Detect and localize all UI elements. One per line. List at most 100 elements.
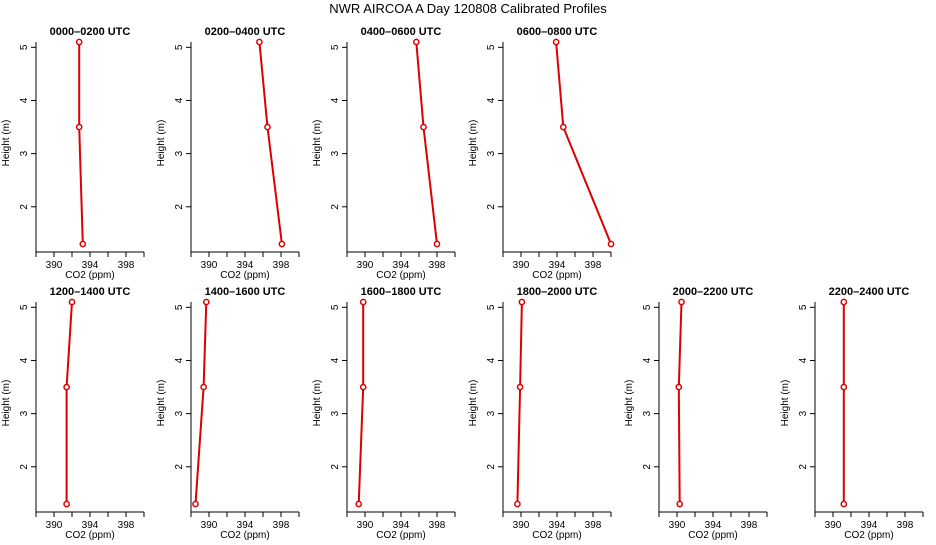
panel-8-y-tick-label-2: 2 <box>486 464 497 470</box>
panel-6-point-3 <box>202 298 210 306</box>
panel-6-x-tick-label-390: 390 <box>201 520 218 531</box>
panel-3-x-tick-label-398: 398 <box>429 260 446 271</box>
panel-9-y-tick-label-4: 4 <box>642 357 653 363</box>
panel-3-x-axis-label: CO2 (ppm) <box>376 270 425 281</box>
panel-2-title: 0200–0400 UTC <box>205 26 286 38</box>
panel-5-x-tick-label-394: 394 <box>82 520 99 531</box>
panel-2-point-3 <box>256 38 263 46</box>
panel-1-x-axis-label: CO2 (ppm) <box>65 270 114 281</box>
panel-2-point-2 <box>264 123 271 131</box>
panel-9-point-1 <box>676 500 684 508</box>
panel-6-point-2 <box>200 383 207 391</box>
panel-10-point-2 <box>840 383 848 391</box>
panel-9-point-2 <box>675 383 683 391</box>
panel-3-y-tick-label-3: 3 <box>330 150 341 156</box>
panel-10-y-tick-label-4: 4 <box>798 357 809 363</box>
panel-8-x-tick-label-398: 398 <box>585 520 602 531</box>
panel-6-x-tick-label-394: 394 <box>237 520 254 531</box>
panel-1-x-tick-label-390: 390 <box>46 260 63 271</box>
panel-2-x-axis-label: CO2 (ppm) <box>220 270 269 281</box>
panel-10-y-axis-label: Height (m) <box>780 380 791 427</box>
panel-5-y-axis-label: Height (m) <box>1 380 12 427</box>
panel-7-x-tick-label-398: 398 <box>429 520 446 531</box>
panel-7-series-line <box>357 302 365 505</box>
panel-2-y-tick-label-3: 3 <box>174 150 185 156</box>
panel-4-y-axis-label: Height (m) <box>468 120 479 167</box>
panel-1-y-tick-label-2: 2 <box>19 204 30 210</box>
panel-8-point-3 <box>518 298 526 306</box>
panel-7-y-tick-label-4: 4 <box>330 357 341 363</box>
panel-6-y-tick-label-4: 4 <box>174 357 185 363</box>
panel-4-title: 0600–0800 UTC <box>517 26 598 38</box>
panel-5-x-axis-label: CO2 (ppm) <box>65 530 114 540</box>
panel-4-x-tick-label-398: 398 <box>585 260 602 271</box>
panel-5-point-1 <box>63 500 70 508</box>
panel-7-y-tick-label-5: 5 <box>330 304 341 310</box>
panel-4-x-tick-label-390: 390 <box>513 260 530 271</box>
panel-7-y-axis-label: Height (m) <box>312 380 323 427</box>
panel-3-x-tick-label-394: 394 <box>393 260 410 271</box>
panel-1-title: 0000–0200 UTC <box>50 26 131 38</box>
panel-8-x-tick-label-394: 394 <box>549 520 566 531</box>
panel-9-y-tick-label-3: 3 <box>642 410 653 416</box>
panel-2-x-tick-label-390: 390 <box>201 260 218 271</box>
panel-8-point-1 <box>514 500 521 508</box>
panel-7-point-1 <box>355 500 363 508</box>
panel-1-y-tick-label-3: 3 <box>19 150 30 156</box>
panel-4-point-3 <box>552 38 560 46</box>
panel-5-point-2 <box>63 383 70 391</box>
panel-5-x-tick-label-390: 390 <box>46 520 63 531</box>
panel-7-point-2 <box>359 383 367 391</box>
panel-8-y-axis-label: Height (m) <box>468 380 479 427</box>
panel-10-x-tick-label-390: 390 <box>825 520 842 531</box>
panel-9-y-axis-label: Height (m) <box>624 380 635 427</box>
panel-6-x-axis-label: CO2 (ppm) <box>220 530 269 540</box>
panel-7-x-tick-label-394: 394 <box>393 520 410 531</box>
panel-9-y-tick-label-2: 2 <box>642 464 653 470</box>
panel-3-point-1 <box>433 240 441 248</box>
panel-10-title: 2200–2400 UTC <box>829 286 910 298</box>
panel-5-title: 1200–1400 UTC <box>50 286 131 298</box>
panel-6-series-line <box>194 301 208 505</box>
panel-3-y-tick-label-5: 5 <box>330 44 341 50</box>
panel-5-y-tick-label-5: 5 <box>19 304 30 310</box>
panel-10-y-tick-label-2: 2 <box>798 464 809 470</box>
panel-1-y-tick-label-5: 5 <box>19 44 30 50</box>
figure-title: NWR AIRCOA A Day 120808 Calibrated Profi… <box>329 1 607 16</box>
panel-8-title: 1800–2000 UTC <box>517 286 598 298</box>
panel-4-y-tick-label-5: 5 <box>486 44 497 50</box>
panel-2-series-line <box>258 41 283 245</box>
panel-9-x-tick-label-390: 390 <box>669 520 686 531</box>
panel-2-point-1 <box>278 240 286 248</box>
panel-3-y-axis-label: Height (m) <box>312 120 323 167</box>
panel-7-title: 1600–1800 UTC <box>361 286 442 298</box>
panel-10-x-axis-label: CO2 (ppm) <box>844 530 893 540</box>
panel-6-y-tick-label-3: 3 <box>174 410 185 416</box>
panel-9-x-axis-label: CO2 (ppm) <box>688 530 737 540</box>
panel-2-x-tick-label-394: 394 <box>237 260 254 271</box>
panel-9-series-line <box>677 301 683 505</box>
panel-3-series-line <box>415 41 438 245</box>
panel-5-y-tick-label-3: 3 <box>19 410 30 416</box>
panel-7-x-tick-label-390: 390 <box>357 520 374 531</box>
panel-1-y-tick-label-4: 4 <box>19 97 30 103</box>
panel-3-y-tick-label-4: 4 <box>330 97 341 103</box>
panel-4-point-1 <box>607 240 615 248</box>
panel-7-point-3 <box>359 298 367 306</box>
panel-1-x-tick-label-398: 398 <box>118 260 135 271</box>
panel-10-x-tick-label-398: 398 <box>897 520 914 531</box>
panel-3-title: 0400–0600 UTC <box>361 26 442 38</box>
panel-4-y-tick-label-2: 2 <box>486 204 497 210</box>
panel-1-point-2 <box>75 123 83 131</box>
panel-3-y-tick-label-2: 2 <box>330 204 341 210</box>
panel-8-point-2 <box>516 383 524 391</box>
panel-6-x-tick-label-398: 398 <box>273 520 290 531</box>
panel-8-y-tick-label-5: 5 <box>486 304 497 310</box>
panel-8-x-axis-label: CO2 (ppm) <box>532 530 581 540</box>
panel-9-title: 2000–2200 UTC <box>673 286 754 298</box>
panel-2-y-tick-label-5: 5 <box>174 44 185 50</box>
panel-8-y-tick-label-4: 4 <box>486 357 497 363</box>
panel-1-series-line <box>78 42 84 245</box>
panel-5-y-tick-label-4: 4 <box>19 357 30 363</box>
